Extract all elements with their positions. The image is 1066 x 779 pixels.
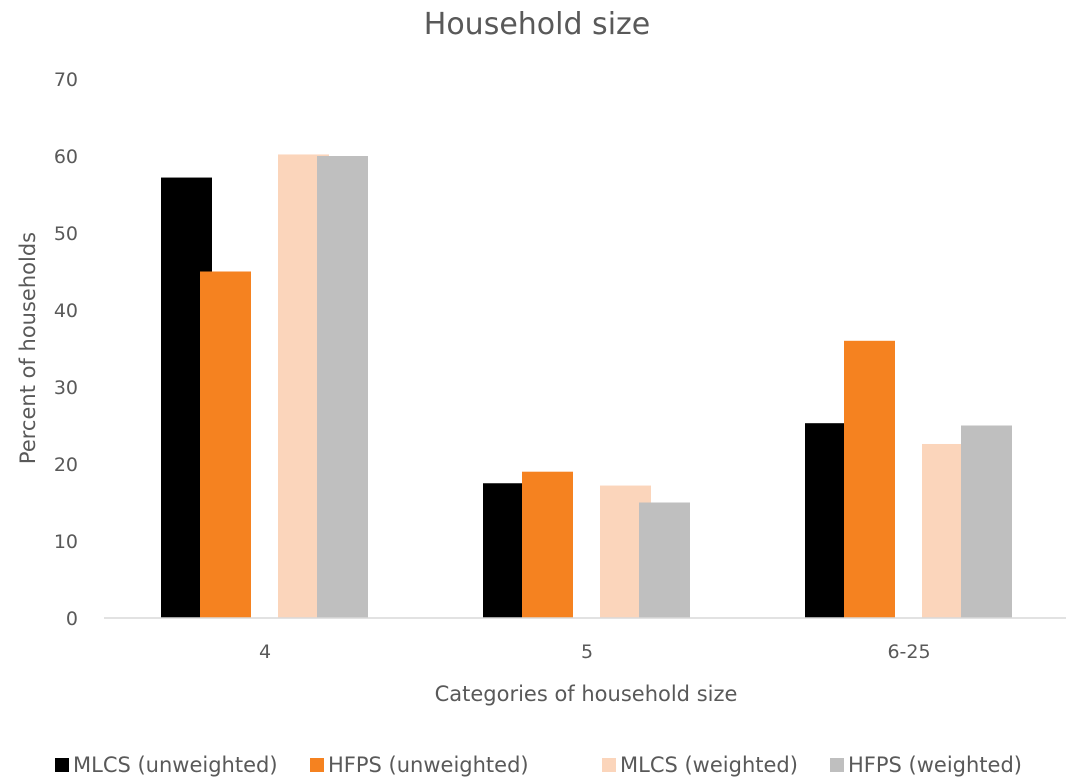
x-tick-label: 5: [581, 641, 593, 663]
y-axis-ticks: 0 10 20 30 40 50 60 70: [54, 69, 78, 630]
x-axis-ticks: 4 5 6-25: [259, 641, 931, 663]
y-tick-label: 70: [54, 69, 78, 91]
bars: [161, 154, 1012, 618]
chart-title: Household size: [424, 7, 650, 42]
x-axis-label: Categories of household size: [435, 682, 738, 706]
legend-label: HFPS (weighted): [848, 753, 1022, 777]
bar: [844, 340, 895, 618]
bar: [961, 425, 1012, 618]
legend-swatch: [602, 758, 616, 772]
y-tick-label: 20: [54, 454, 78, 476]
legend-label: HFPS (unweighted): [328, 753, 529, 777]
legend-label: MLCS (weighted): [620, 753, 798, 777]
y-tick-label: 0: [66, 608, 78, 630]
legend-swatch: [310, 758, 324, 772]
legend-swatch: [55, 758, 69, 772]
x-tick-label: 4: [259, 641, 271, 663]
y-axis-label: Percent of households: [16, 232, 40, 464]
bar: [522, 471, 573, 618]
bar: [639, 502, 690, 618]
legend: MLCS (unweighted) HFPS (unweighted) MLCS (…: [55, 753, 1022, 777]
y-tick-label: 40: [54, 300, 78, 322]
x-tick-label: 6-25: [887, 641, 930, 663]
bar: [317, 156, 368, 618]
legend-swatch: [830, 758, 844, 772]
legend-label: MLCS (unweighted): [73, 753, 278, 777]
bar: [200, 271, 251, 618]
y-tick-label: 10: [54, 531, 78, 553]
y-tick-label: 60: [54, 146, 78, 168]
y-tick-label: 50: [54, 223, 78, 245]
y-tick-label: 30: [54, 377, 78, 399]
